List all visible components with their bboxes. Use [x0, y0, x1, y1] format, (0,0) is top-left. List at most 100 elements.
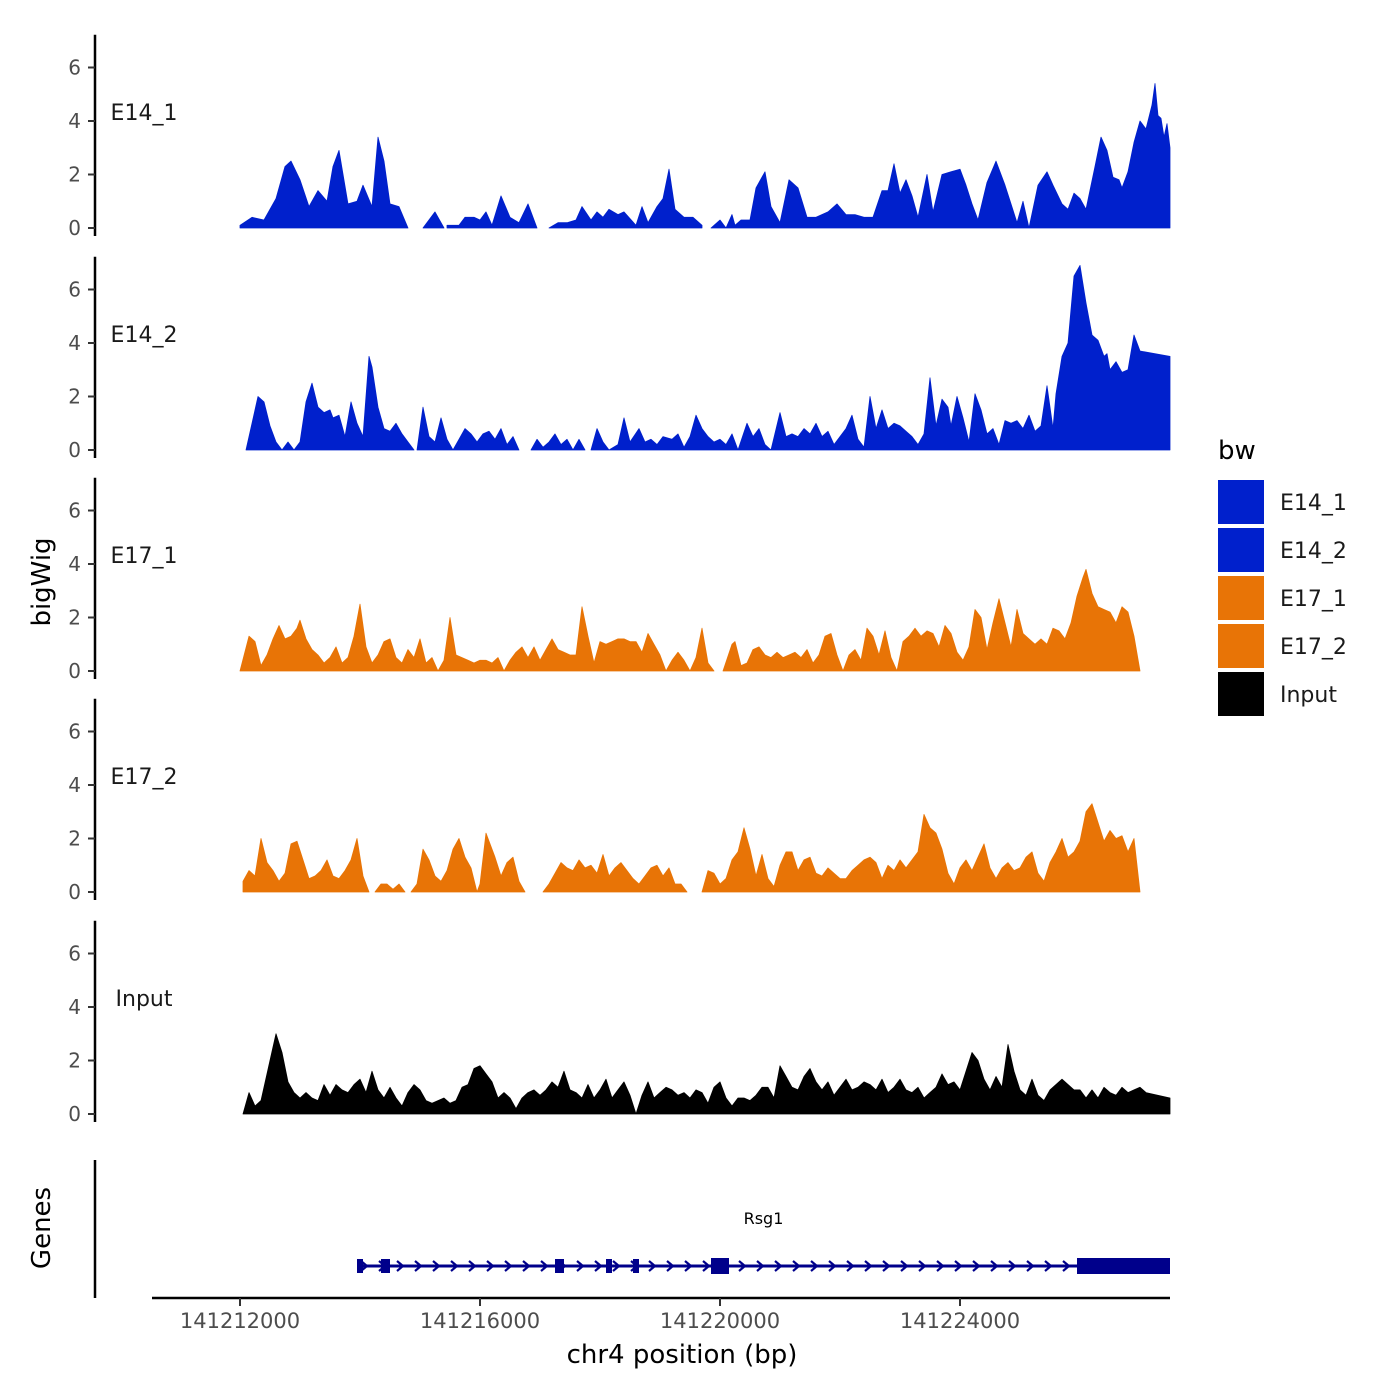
- gene-panel: Genes Rsg1: [27, 1160, 1170, 1298]
- strand-chevron: [936, 1260, 945, 1272]
- y-tick-label: 6: [68, 720, 81, 744]
- legend-swatch-E17_1: [1218, 576, 1264, 620]
- y-tick-label: 4: [68, 109, 81, 133]
- exon: [606, 1259, 612, 1273]
- strand-chevron: [486, 1260, 495, 1272]
- x-tick-label: 141212000: [180, 1309, 300, 1333]
- track-label-E14_1: E14_1: [111, 101, 178, 126]
- strand-chevron: [774, 1260, 783, 1272]
- y-tick-label: 2: [68, 163, 81, 187]
- track-label-E14_2: E14_2: [111, 323, 178, 348]
- y-tick-label: 6: [68, 278, 81, 302]
- strand-chevron: [954, 1260, 963, 1272]
- x-tick-label: 141220000: [660, 1309, 780, 1333]
- area-segment-E14_2: [590, 265, 1171, 451]
- legend-swatch-Input: [1218, 672, 1264, 716]
- strand-chevron: [882, 1260, 891, 1272]
- strand-chevron: [918, 1260, 927, 1272]
- y-tick-label: 0: [68, 216, 81, 240]
- exon: [357, 1259, 363, 1273]
- y-tick-label: 2: [68, 385, 81, 409]
- y-tick-label: 4: [68, 331, 81, 355]
- area-segment-E17_2: [410, 832, 526, 893]
- strand-chevron: [666, 1260, 675, 1272]
- y-tick-label: 6: [68, 56, 81, 80]
- gene-name-label: Rsg1: [744, 1209, 784, 1228]
- strand-chevron: [1026, 1260, 1035, 1272]
- exon: [555, 1259, 564, 1273]
- area-segment-E14_1: [446, 195, 538, 229]
- area-segment-E17_2: [701, 803, 1141, 893]
- strand-chevron: [594, 1260, 603, 1272]
- strand-chevron: [738, 1260, 747, 1272]
- area-segment-E14_2: [530, 433, 586, 451]
- track-label-E17_2: E17_2: [111, 765, 178, 790]
- track-E14_2: 0 2 4 6 E14_2: [68, 256, 1171, 462]
- area-segment-E17_2: [374, 883, 406, 893]
- track-Input: 0 2 4 6 Input: [68, 920, 1171, 1126]
- area-segment-E17_1: [239, 603, 715, 672]
- legend-swatch-E14_2: [1218, 528, 1264, 572]
- y-tick-label: 6: [68, 942, 81, 966]
- area-segment-E14_1: [548, 168, 703, 229]
- legend-label-E14_2: E14_2: [1280, 539, 1347, 564]
- x-tick-label: 141224000: [900, 1309, 1020, 1333]
- area-segment-E14_2: [245, 356, 415, 451]
- legend-label-E14_1: E14_1: [1280, 491, 1347, 516]
- exon: [633, 1259, 639, 1273]
- y-tick-label: 2: [68, 827, 81, 851]
- track-label-Input: Input: [116, 987, 173, 1012]
- y-axis-title: bigWig: [27, 537, 57, 626]
- strand-chevron: [1008, 1260, 1017, 1272]
- strand-chevron: [702, 1260, 711, 1272]
- y-tick-label: 0: [68, 438, 81, 462]
- y-tick-label: 6: [68, 499, 81, 523]
- strand-chevron: [648, 1260, 657, 1272]
- track-E17_1: 0 2 4 6 E17_1: [68, 477, 1141, 683]
- track-label-E17_1: E17_1: [111, 544, 178, 569]
- exon: [381, 1259, 390, 1273]
- strand-chevron: [846, 1260, 855, 1272]
- strand-chevron: [450, 1260, 459, 1272]
- x-axis: 141212000 141216000 141220000 141224000: [152, 1296, 1170, 1333]
- strand-chevron: [828, 1260, 837, 1272]
- strand-chevron: [684, 1260, 693, 1272]
- x-axis-title: chr4 position (bp): [567, 1340, 798, 1370]
- legend-title: bw: [1218, 436, 1256, 466]
- strand-chevron: [972, 1260, 981, 1272]
- strand-chevron: [468, 1260, 477, 1272]
- strand-chevron: [1062, 1260, 1071, 1272]
- gene-panel-label: Genes: [27, 1187, 57, 1269]
- exon: [711, 1258, 729, 1274]
- strand-chevron: [504, 1260, 513, 1272]
- area-segment-E14_1: [710, 83, 1171, 229]
- strand-chevron: [522, 1260, 531, 1272]
- strand-chevron: [576, 1260, 585, 1272]
- coverage-tracks: 0 2 4 6 E14_1 0 2 4 6 E14_2 0 2 4 6 E17_1 0 2 4 6 E17_2 0 2 4 6…: [68, 34, 1171, 1126]
- area-segment-E17_2: [542, 854, 688, 893]
- legend-label-E17_1: E17_1: [1280, 587, 1347, 612]
- y-tick-label: 0: [68, 1102, 81, 1126]
- legend-label-E17_2: E17_2: [1280, 635, 1347, 660]
- y-tick-label: 0: [68, 880, 81, 904]
- strand-chevron: [756, 1260, 765, 1272]
- y-tick-label: 4: [68, 552, 81, 576]
- x-tick-label: 141216000: [420, 1309, 540, 1333]
- y-tick-label: 4: [68, 995, 81, 1019]
- track-E17_2: 0 2 4 6 E17_2: [68, 698, 1141, 904]
- y-tick-label: 0: [68, 659, 81, 683]
- strand-chevron: [810, 1260, 819, 1272]
- strand-chevron: [900, 1260, 909, 1272]
- area-segment-E17_1: [722, 569, 1141, 672]
- track-E14_1: 0 2 4 6 E14_1: [68, 34, 1171, 240]
- strand-chevron: [792, 1260, 801, 1272]
- strand-chevron: [864, 1260, 873, 1272]
- area-segment-E14_1: [239, 136, 409, 229]
- strand-chevron: [540, 1260, 549, 1272]
- area-segment-Input: [242, 1033, 1171, 1115]
- area-segment-E14_1: [422, 211, 445, 229]
- area-segment-E14_2: [416, 406, 520, 451]
- strand-chevron: [612, 1260, 621, 1272]
- strand-chevron: [396, 1260, 405, 1272]
